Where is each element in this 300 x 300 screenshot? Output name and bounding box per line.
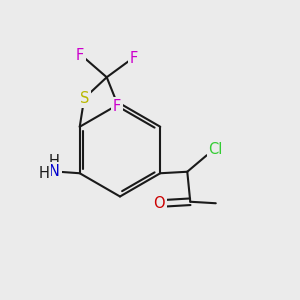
Text: F: F (113, 99, 122, 114)
Text: S: S (80, 91, 89, 106)
Text: N: N (49, 164, 60, 179)
Text: H: H (38, 166, 49, 181)
Text: F: F (76, 48, 84, 63)
Text: F: F (130, 51, 138, 66)
Text: H: H (49, 154, 60, 169)
Text: Cl: Cl (208, 142, 223, 157)
Text: O: O (154, 196, 165, 211)
